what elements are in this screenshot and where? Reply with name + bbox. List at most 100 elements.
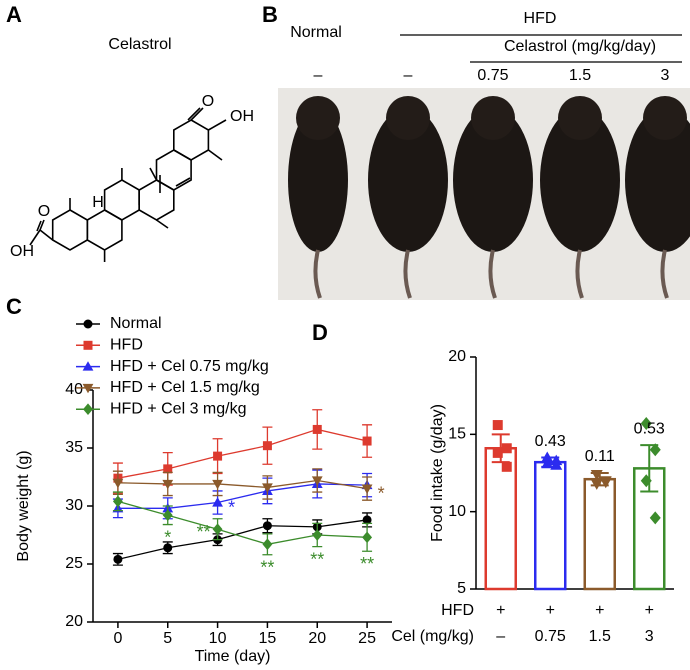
significance-label: * <box>378 483 385 503</box>
marker <box>112 495 123 508</box>
mouse-head <box>471 96 515 140</box>
bond <box>208 119 227 131</box>
legend-marker <box>83 319 93 329</box>
atom-label: O <box>38 203 50 220</box>
series-line <box>117 500 368 545</box>
treatment-label: HFD <box>441 602 474 619</box>
marker <box>541 451 554 463</box>
marker <box>262 483 273 493</box>
p-value: 0.53 <box>634 420 665 437</box>
marker <box>212 523 223 536</box>
bond <box>190 107 204 121</box>
y-tick-label: 30 <box>65 497 83 514</box>
significance-label: ** <box>260 557 274 577</box>
marker <box>113 554 123 564</box>
marker <box>162 509 173 522</box>
panel-label: B <box>262 2 278 27</box>
ring <box>86 209 123 251</box>
legend-label: HFD <box>110 337 143 354</box>
treatment-value: + <box>546 602 555 619</box>
y-axis-title: Food intake (g/day) <box>429 404 446 542</box>
bond <box>187 107 201 121</box>
group-label: 0.75 <box>477 67 508 84</box>
mouse-head <box>558 96 602 140</box>
marker <box>262 521 272 531</box>
significance-label: * <box>164 527 171 547</box>
marker <box>599 477 612 489</box>
mouse-tail <box>403 249 412 299</box>
legend-label: HFD + Cel 0.75 mg/kg <box>110 358 269 375</box>
mouse-body <box>540 108 620 252</box>
bond <box>29 229 41 246</box>
treatment-value: + <box>496 602 505 619</box>
bond <box>39 219 45 231</box>
marker <box>649 443 661 457</box>
series-line <box>117 479 368 490</box>
panel-label: C <box>6 294 22 319</box>
marker <box>550 459 563 470</box>
marker <box>112 478 124 489</box>
mouse-head <box>386 96 430 140</box>
y-tick-label: 25 <box>65 555 83 572</box>
x-axis-title: Time (day) <box>195 648 271 665</box>
p-value: 0.11 <box>585 448 615 465</box>
bond <box>175 177 191 187</box>
y-axis-title: Body weight (g) <box>15 450 32 561</box>
group-label: 3 <box>661 67 670 84</box>
group-header: Celastrol (mg/kg/day) <box>504 38 656 55</box>
mouse-tail <box>488 249 497 299</box>
mouse-head <box>643 96 687 140</box>
marker <box>590 470 603 481</box>
y-tick-label: 35 <box>65 439 83 456</box>
marker <box>212 497 223 507</box>
significance-label: ** <box>360 554 374 574</box>
legend-label: HFD + Cel 3 mg/kg <box>110 400 246 417</box>
atom-label: OH <box>230 108 254 125</box>
y-tick-label: 5 <box>457 580 466 597</box>
marker <box>212 479 223 490</box>
mouse-tail <box>660 249 669 299</box>
group-label: – <box>404 67 413 84</box>
x-tick-label: 0 <box>113 630 122 647</box>
treatment-value: + <box>595 602 604 619</box>
group-label: 1.5 <box>569 67 591 84</box>
significance-label: ** <box>310 549 324 569</box>
significance-label: * <box>228 497 235 517</box>
y-tick-label: 10 <box>448 503 466 520</box>
treatment-label: Cel (mg/kg) <box>391 628 474 645</box>
bond <box>36 220 42 232</box>
legend-marker <box>82 361 94 371</box>
marker <box>640 474 652 488</box>
ring <box>155 149 192 191</box>
bond <box>149 167 158 181</box>
ring <box>103 179 140 221</box>
bar <box>583 477 616 591</box>
atom-label: H <box>92 194 104 211</box>
marker <box>361 484 373 494</box>
marker <box>492 420 503 431</box>
legend-label: HFD + Cel 1.5 mg/kg <box>110 379 260 396</box>
photo-mice <box>288 96 690 299</box>
panel-label: D <box>312 320 328 345</box>
marker <box>163 464 173 474</box>
mouse-body <box>288 108 348 252</box>
x-tick-label: 25 <box>358 630 376 647</box>
legend-marker <box>83 403 93 416</box>
p-value: 0.43 <box>535 433 566 450</box>
marker <box>362 436 372 446</box>
x-tick-label: 5 <box>163 630 172 647</box>
y-tick-label: 15 <box>448 426 466 443</box>
bond <box>207 149 223 161</box>
mouse-tail <box>575 249 584 299</box>
marker <box>312 424 322 434</box>
atom-label: OH <box>10 243 34 260</box>
mouse-tail <box>313 249 322 299</box>
structure-title: Celastrol <box>108 36 171 53</box>
marker <box>362 515 372 525</box>
group-header: Normal <box>290 24 342 41</box>
treatment-value: 3 <box>645 628 654 645</box>
marker <box>262 538 273 551</box>
mouse-body <box>453 108 533 252</box>
